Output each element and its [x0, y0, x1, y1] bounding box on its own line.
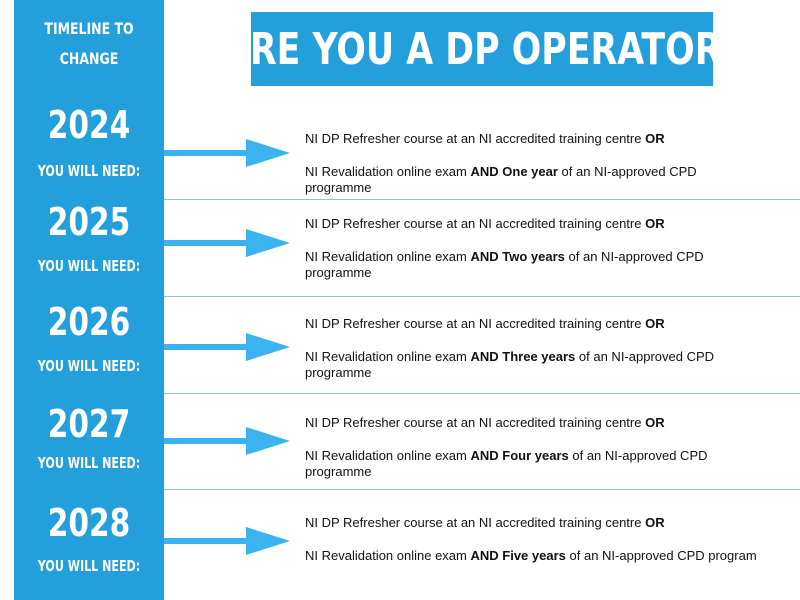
revalidation-text: NI Revalidation online exam [305, 164, 467, 179]
refresher-course-line: NI DP Refresher course at an NI accredit… [305, 316, 765, 332]
timeline-heading-line-2: CHANGE [59, 49, 119, 68]
refresher-course-text: NI DP Refresher course at an NI accredit… [305, 515, 642, 530]
revalidation-line: NI Revalidation online exam AND Five yea… [305, 548, 765, 564]
refresher-course-text: NI DP Refresher course at an NI accredit… [305, 316, 642, 331]
refresher-course-text: NI DP Refresher course at an NI accredit… [305, 131, 642, 146]
refresher-course-text: NI DP Refresher course at an NI accredit… [305, 415, 642, 430]
you-will-need-label: YOU WILL NEED: [37, 162, 141, 180]
or-label: OR [645, 515, 665, 530]
requirement-block-2026: NI DP Refresher course at an NI accredit… [305, 316, 765, 381]
revalidation-text: NI Revalidation online exam [305, 448, 467, 463]
cpd-duration: AND Two years [470, 249, 565, 264]
cpd-programme-text: of an NI-approved CPD programme [305, 164, 697, 195]
refresher-course-line: NI DP Refresher course at an NI accredit… [305, 216, 765, 232]
you-will-need-label: YOU WILL NEED: [37, 557, 141, 575]
requirement-block-2024: NI DP Refresher course at an NI accredit… [305, 131, 765, 196]
you-will-need-label: YOU WILL NEED: [37, 257, 141, 275]
refresher-course-line: NI DP Refresher course at an NI accredit… [305, 131, 765, 147]
timeline-heading-line-1: TIMELINE TO [44, 19, 134, 38]
refresher-course-line: NI DP Refresher course at an NI accredit… [305, 415, 765, 431]
cpd-programme-text: of an NI-approved CPD programme [305, 349, 715, 380]
cpd-duration: AND Five years [470, 548, 566, 563]
or-label: OR [645, 131, 665, 146]
right-arrow-icon [164, 139, 290, 167]
requirement-block-2025: NI DP Refresher course at an NI accredit… [305, 216, 765, 281]
right-arrow-icon [164, 229, 290, 257]
or-label: OR [645, 316, 665, 331]
refresher-course-text: NI DP Refresher course at an NI accredit… [305, 216, 642, 231]
requirement-block-2027: NI DP Refresher course at an NI accredit… [305, 415, 765, 480]
cpd-duration: AND Three years [470, 349, 576, 364]
right-arrow-icon [164, 333, 290, 361]
cpd-programme-text: of an NI-approved CPD programme [305, 448, 708, 479]
section-divider [164, 489, 800, 490]
you-will-need-label: YOU WILL NEED: [37, 454, 141, 472]
cpd-programme-text: of an NI-approved CPD program [569, 548, 757, 563]
year-2024: 2024 [47, 103, 131, 147]
cpd-duration: AND One year [470, 164, 558, 179]
revalidation-line: NI Revalidation online exam AND Three ye… [305, 349, 765, 381]
revalidation-text: NI Revalidation online exam [305, 548, 467, 563]
you-will-need-label: YOU WILL NEED: [37, 357, 141, 375]
right-arrow-icon [164, 527, 290, 555]
page-title: ARE YOU A DP OPERATOR? [251, 23, 713, 75]
refresher-course-line: NI DP Refresher course at an NI accredit… [305, 515, 765, 531]
right-arrow-icon [164, 427, 290, 455]
timeline-heading: TIMELINE TO CHANGE [31, 14, 148, 74]
revalidation-line: NI Revalidation online exam AND Four yea… [305, 448, 765, 480]
year-2026: 2026 [47, 300, 131, 344]
year-2025: 2025 [47, 200, 131, 244]
requirement-block-2028: NI DP Refresher course at an NI accredit… [305, 515, 765, 564]
revalidation-text: NI Revalidation online exam [305, 249, 467, 264]
or-label: OR [645, 216, 665, 231]
year-2028: 2028 [47, 501, 131, 545]
section-divider [164, 199, 800, 200]
year-2027: 2027 [47, 402, 131, 446]
revalidation-text: NI Revalidation online exam [305, 349, 467, 364]
cpd-programme-text: of an NI-approved CPD programme [305, 249, 704, 280]
timeline-sidebar: TIMELINE TO CHANGE 2024 YOU WILL NEED: 2… [14, 0, 164, 600]
title-banner: ARE YOU A DP OPERATOR? [251, 12, 713, 86]
section-divider [164, 296, 800, 297]
or-label: OR [645, 415, 665, 430]
revalidation-line: NI Revalidation online exam AND Two year… [305, 249, 765, 281]
revalidation-line: NI Revalidation online exam AND One year… [305, 164, 765, 196]
section-divider [164, 393, 800, 394]
cpd-duration: AND Four years [470, 448, 569, 463]
